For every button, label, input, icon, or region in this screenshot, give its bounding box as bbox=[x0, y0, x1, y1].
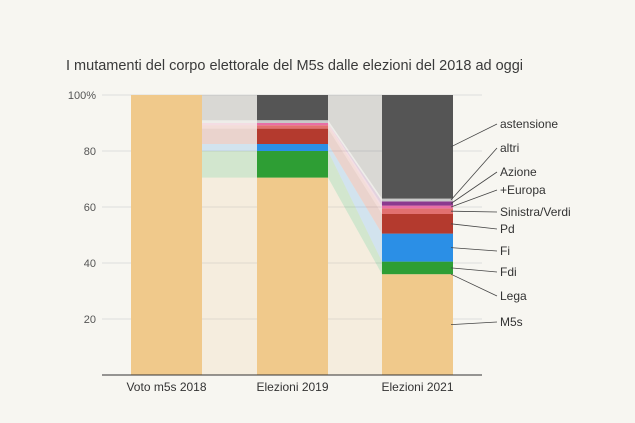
legend-leader-line bbox=[450, 273, 498, 297]
y-tick-label: 40 bbox=[84, 258, 96, 270]
legend-leader-line bbox=[450, 210, 498, 213]
bar-segment bbox=[257, 120, 328, 123]
bar-segment bbox=[382, 233, 453, 262]
y-tick-label: 100% bbox=[68, 90, 96, 102]
flow-band bbox=[202, 123, 257, 126]
legend-label: Fdi bbox=[500, 265, 517, 279]
legend-leader-line bbox=[450, 123, 498, 148]
legend-label: Lega bbox=[500, 289, 527, 303]
bar-segment bbox=[382, 201, 453, 206]
bar-segment bbox=[382, 208, 453, 214]
x-category-label: Voto m5s 2018 bbox=[126, 380, 206, 394]
legend-label: Pd bbox=[500, 222, 515, 236]
bar-segment bbox=[257, 95, 328, 121]
legend-leader-line bbox=[450, 189, 498, 208]
bar-segment bbox=[382, 274, 453, 375]
y-tick-label: 20 bbox=[84, 314, 96, 326]
y-tick-label: 80 bbox=[84, 146, 96, 158]
legend-label: Fi bbox=[500, 244, 510, 258]
bar-segment bbox=[257, 125, 328, 129]
legend-leader-line bbox=[450, 147, 498, 201]
flow-band bbox=[328, 177, 382, 375]
legend-label: Azione bbox=[500, 165, 537, 179]
x-category-label: Elezioni 2019 bbox=[256, 380, 328, 394]
flow-band bbox=[328, 144, 382, 262]
flow-band bbox=[328, 123, 382, 206]
flow-band bbox=[328, 151, 382, 275]
flow-band bbox=[328, 151, 382, 275]
legend-leader-line bbox=[450, 223, 498, 230]
flow-band bbox=[202, 151, 257, 178]
bar-layer bbox=[131, 95, 453, 375]
y-tick-label: 60 bbox=[84, 202, 96, 214]
legend-layer: M5s Lega Fdi Fi Pd Sinistra/Verdi +Europa Azion… bbox=[450, 117, 571, 329]
label-layer: 20 40 60 80 100% Voto m5s 2018 Elezioni 2019 El… bbox=[68, 90, 454, 394]
legend-leader-line bbox=[450, 267, 498, 273]
bar-segment bbox=[382, 198, 453, 202]
bar-segment bbox=[257, 151, 328, 178]
x-category-label: Elezioni 2021 bbox=[381, 380, 453, 394]
bar-segment bbox=[382, 261, 453, 275]
bar-segment bbox=[257, 177, 328, 375]
legend-label: +Europa bbox=[500, 183, 546, 197]
legend-leader-line bbox=[450, 171, 498, 204]
bar-segment bbox=[382, 95, 453, 199]
legend-leader-line bbox=[450, 247, 498, 252]
flow-band bbox=[328, 95, 382, 199]
bar-segment bbox=[257, 123, 328, 126]
legend-label: altri bbox=[500, 141, 519, 155]
flow-band bbox=[202, 144, 257, 151]
flow-layer bbox=[202, 95, 382, 375]
flow-band bbox=[202, 120, 257, 123]
flow-band bbox=[202, 125, 257, 129]
bar-segment bbox=[257, 144, 328, 151]
legend-label: astensione bbox=[500, 117, 558, 131]
flow-band bbox=[328, 120, 382, 202]
bar-segment bbox=[131, 95, 202, 375]
chart-title: I mutamenti del corpo elettorale del M5s… bbox=[66, 58, 524, 74]
flow-band bbox=[202, 95, 257, 121]
legend-label: Sinistra/Verdi bbox=[500, 205, 571, 219]
flow-band bbox=[328, 125, 382, 214]
flow-band bbox=[328, 123, 382, 209]
flow-band bbox=[202, 177, 257, 375]
bar-segment bbox=[257, 128, 328, 144]
bar-segment bbox=[382, 214, 453, 234]
bar-segment bbox=[382, 205, 453, 209]
flow-band bbox=[328, 128, 382, 234]
legend-label: M5s bbox=[500, 315, 523, 329]
flow-band bbox=[202, 128, 257, 144]
legend-leader-line bbox=[450, 321, 498, 325]
